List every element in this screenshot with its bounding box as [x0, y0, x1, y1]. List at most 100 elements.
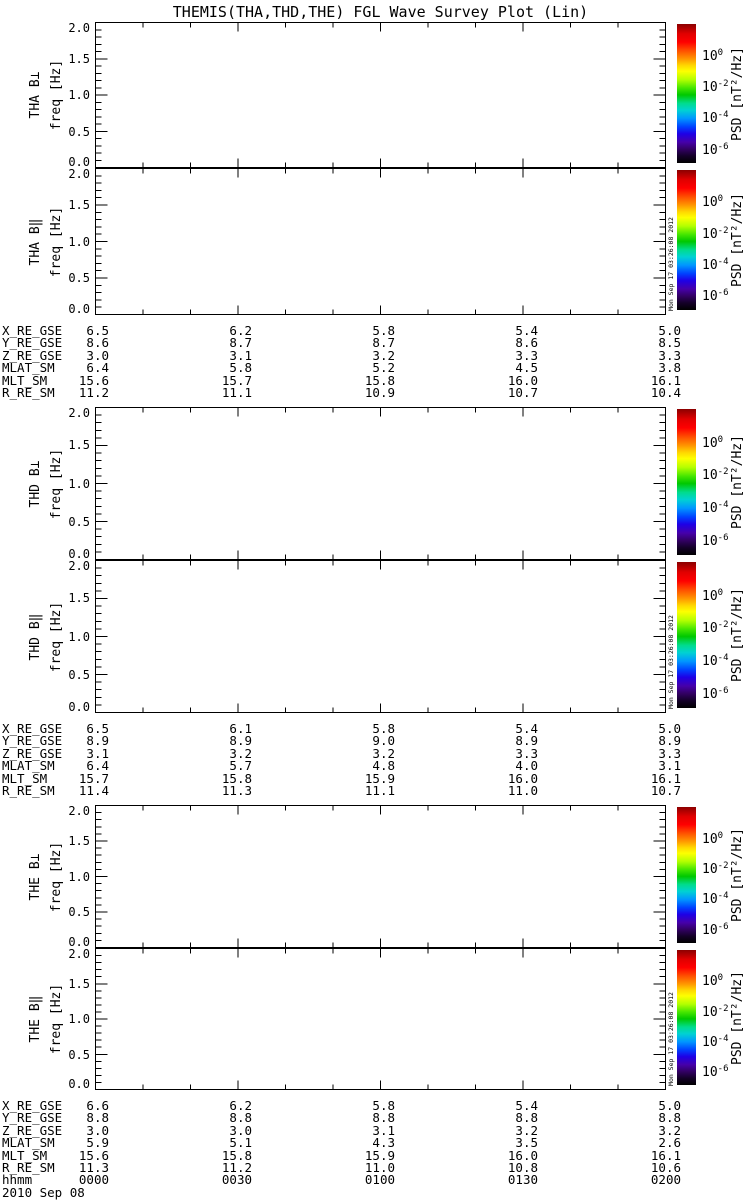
colorbar-tick-label: 10-4	[702, 499, 729, 517]
colorbar-tick-label: 10-4	[702, 891, 729, 908]
ephemeris-value: 8.7	[372, 335, 395, 351]
colorbar-tick-label: 10-6	[702, 288, 729, 305]
colorbar-tick-label: 10-2	[702, 1003, 729, 1020]
panel-label-thd-bpar: THD B‖	[28, 613, 43, 660]
freq-axis-label: freq [Hz]	[49, 206, 64, 277]
freq-tick-label: 0.5	[68, 905, 90, 920]
hhmm-value: 0030	[221, 1172, 252, 1188]
ephemeris-row-label: MLT_SM	[2, 1147, 48, 1163]
panel-label-tha-bpar: THA B‖	[28, 218, 43, 265]
spectrogram-panel-tha-bpar	[95, 168, 666, 315]
ephemeris-value: 11.1	[364, 783, 395, 798]
colorbar-thd-bpar	[677, 562, 696, 708]
ephemeris-value: 15.6	[78, 372, 109, 388]
ephemeris-value: 11.2	[221, 1160, 252, 1175]
ephemeris-value: 4.8	[372, 758, 395, 774]
ephemeris-row-label: X_RE_GSE	[2, 323, 63, 338]
ephemeris-value: 11.4	[78, 783, 109, 798]
ephemeris-value: 3.1	[658, 758, 681, 774]
ephemeris-value: 6.4	[86, 758, 109, 774]
hhmm-value: 0200	[650, 1172, 681, 1188]
colorbar-tick-label: 10-2	[702, 620, 729, 637]
freq-tick-label: 0.0	[68, 302, 90, 316]
panel-axes	[95, 168, 666, 315]
panel-label-the-bpar: THE B‖	[28, 995, 43, 1043]
freq-tick-label: 0.0	[68, 547, 90, 561]
ephemeris-value: 6.4	[86, 360, 109, 376]
freq-tick-label: 2.0	[68, 167, 90, 181]
ephemeris-value: 16.0	[507, 372, 538, 388]
ephemeris-value: 8.6	[515, 335, 538, 351]
freq-tick-label: 1.0	[68, 234, 90, 249]
freq-tick-label: 1.5	[68, 833, 90, 848]
ephemeris-value: 8.7	[229, 335, 252, 351]
ephemeris-value: 8.9	[658, 733, 681, 749]
ephemeris-value: 15.9	[364, 1147, 395, 1163]
ephemeris-value: 3.3	[515, 745, 538, 761]
ephemeris-value: 5.8	[372, 323, 395, 338]
ephemeris-value: 3.3	[658, 347, 681, 363]
date-label: 2010 Sep 08	[2, 1184, 85, 1200]
freq-tick-label: 2.0	[68, 804, 90, 818]
ephemeris-value: 5.0	[658, 323, 681, 338]
ephemeris-value: 10.6	[650, 1160, 681, 1175]
ephemeris-value: 5.8	[372, 1098, 395, 1113]
ephemeris-value: 3.0	[229, 1122, 252, 1138]
freq-tick-label: 0.0	[68, 155, 90, 169]
freq-tick-label: 1.0	[68, 88, 90, 102]
colorbar-thd-bperp	[677, 409, 696, 555]
ephemeris-value: 5.4	[515, 721, 538, 736]
colorbar-tha-bpar	[677, 170, 696, 310]
psd-axis-label: PSD [nT²/Hz]	[730, 193, 745, 287]
ephemeris-value: 10.7	[507, 385, 538, 400]
freq-tick-label: 0.5	[68, 514, 90, 529]
freq-axis-label: freq [Hz]	[49, 601, 64, 672]
ephemeris-value: 8.6	[86, 335, 109, 351]
ephemeris-value: 15.7	[221, 372, 252, 388]
ephemeris-value: 4.5	[515, 360, 538, 376]
ephemeris-value: 3.2	[515, 1122, 538, 1138]
freq-tick-label: 1.5	[68, 197, 90, 212]
ephemeris-value: 15.8	[221, 1147, 252, 1163]
ephemeris-row-label: Z_RE_GSE	[2, 347, 63, 363]
ephemeris-value: 11.0	[507, 783, 538, 798]
colorbar-the-bperp	[677, 807, 696, 943]
freq-tick-label: 1.5	[68, 438, 90, 453]
freq-tick-label: 1.0	[68, 629, 90, 644]
ephemeris-value: 8.8	[229, 1110, 252, 1126]
ephemeris-row-label: X_RE_GSE	[2, 1098, 63, 1113]
colorbar-tick-label: 10-4	[702, 1033, 729, 1050]
freq-tick-label: 1.0	[68, 476, 90, 491]
spectrogram-panel-tha-bperp	[95, 22, 666, 168]
ephemeris-value: 3.2	[229, 745, 252, 761]
spectrogram-panel-thd-bperp	[95, 407, 666, 560]
freq-tick-label: 1.5	[68, 976, 90, 991]
hhmm-value: 0100	[364, 1172, 395, 1188]
ephemeris-value: 6.2	[229, 323, 252, 338]
ephemeris-value: 5.1	[229, 1135, 252, 1151]
ephemeris-value: 5.9	[86, 1135, 109, 1151]
colorbar-tick-label: 10-6	[702, 921, 729, 939]
ephemeris-value: 6.6	[86, 1098, 109, 1113]
spectrogram-panel-the-bpar	[95, 948, 666, 1090]
ephemeris-row-label: Y_RE_GSE	[2, 335, 63, 351]
ephemeris-row-label: Z_RE_GSE	[2, 1122, 63, 1138]
colorbar-tick-label: 100	[702, 830, 724, 847]
ephemeris-value: 5.4	[515, 1098, 538, 1113]
ephemeris-value: 15.6	[78, 1147, 109, 1163]
ephemeris-value: 5.8	[372, 721, 395, 736]
ephemeris-value: 10.8	[507, 1160, 538, 1175]
ephemeris-value: 3.1	[229, 347, 252, 363]
freq-tick-label: 0.5	[68, 667, 90, 682]
spectrogram-panel-thd-bpar	[95, 560, 666, 713]
ephemeris-value: 11.0	[364, 1160, 395, 1175]
panel-axes	[95, 805, 666, 948]
freq-tick-label: 0.0	[68, 1077, 90, 1091]
hhmm-label: hhmm	[2, 1172, 33, 1188]
colorbar-the-bpar	[677, 950, 696, 1085]
ephemeris-row-label: MLAT_SM	[2, 360, 55, 376]
freq-tick-label: 0.0	[68, 700, 90, 714]
ephemeris-row-label: MLAT_SM	[2, 758, 55, 774]
colorbar-tick-label: 10-6	[702, 141, 729, 158]
